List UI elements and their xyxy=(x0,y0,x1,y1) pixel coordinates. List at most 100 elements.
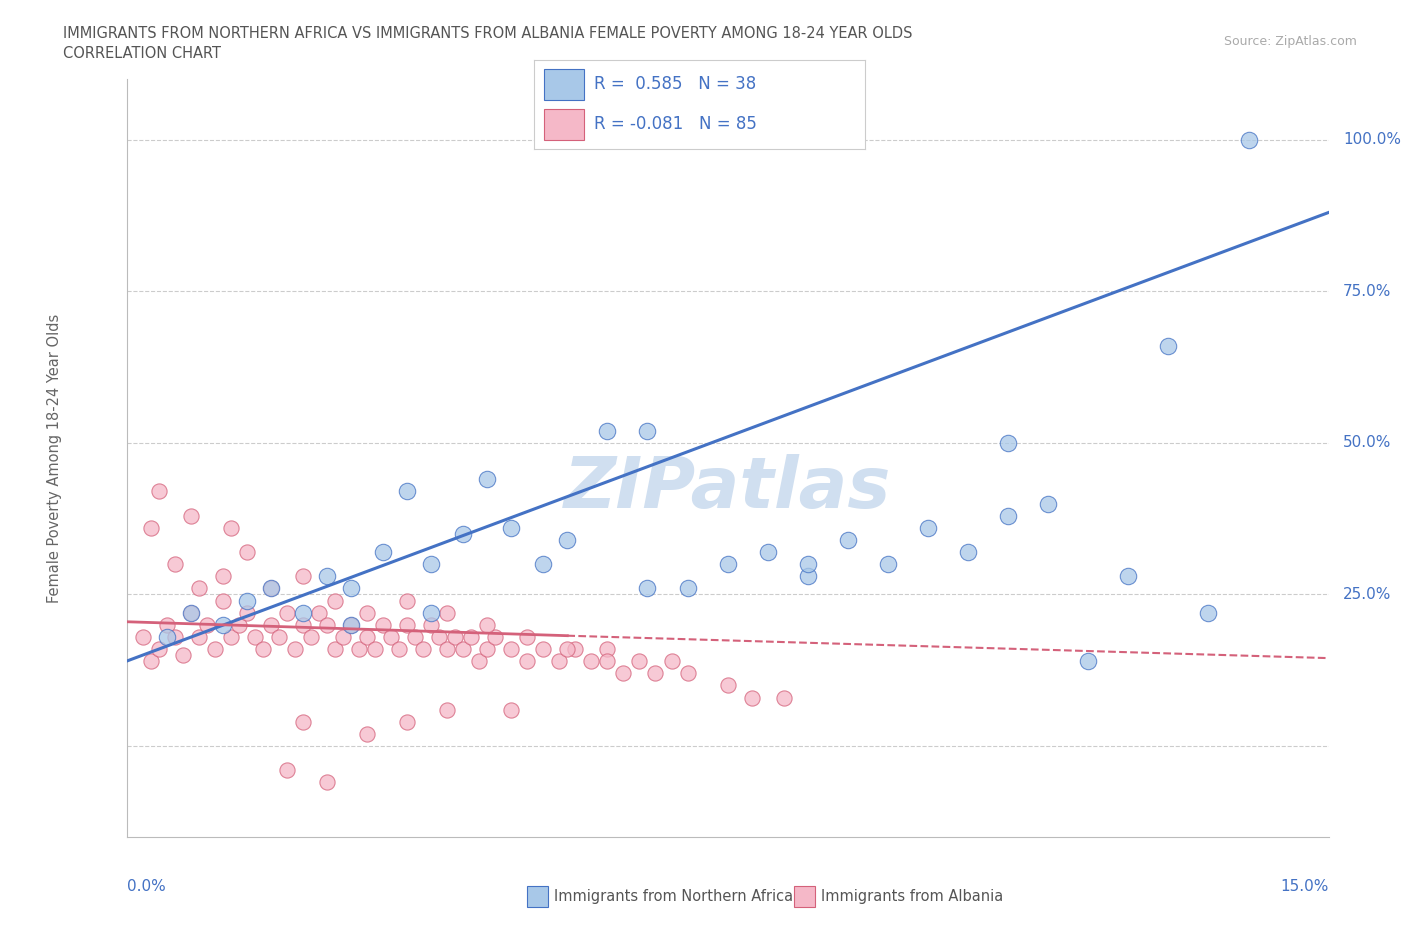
Point xyxy=(420,618,443,632)
Point xyxy=(163,630,186,644)
Text: IMMIGRANTS FROM NORTHERN AFRICA VS IMMIGRANTS FROM ALBANIA FEMALE POVERTY AMONG : IMMIGRANTS FROM NORTHERN AFRICA VS IMMIG… xyxy=(63,26,912,41)
Point xyxy=(211,593,233,608)
Text: 25.0%: 25.0% xyxy=(1343,587,1392,602)
Text: 75.0%: 75.0% xyxy=(1343,284,1392,299)
Bar xyxy=(544,70,583,100)
Point xyxy=(1157,339,1180,353)
Text: Source: ZipAtlas.com: Source: ZipAtlas.com xyxy=(1223,35,1357,48)
Point xyxy=(501,520,523,535)
Point xyxy=(299,630,322,644)
Point xyxy=(187,630,209,644)
Point xyxy=(548,654,571,669)
Point xyxy=(612,666,634,681)
Point xyxy=(516,630,538,644)
Point xyxy=(308,605,330,620)
Point xyxy=(332,630,354,644)
Bar xyxy=(544,109,583,140)
Point xyxy=(404,630,426,644)
Text: R = -0.081   N = 85: R = -0.081 N = 85 xyxy=(593,115,756,133)
Point xyxy=(917,520,939,535)
Point xyxy=(956,545,979,560)
Point xyxy=(451,526,474,541)
Point xyxy=(340,618,363,632)
Text: 50.0%: 50.0% xyxy=(1343,435,1392,450)
Point xyxy=(315,569,337,584)
Point xyxy=(243,630,266,644)
Point xyxy=(741,690,763,705)
Point xyxy=(676,666,699,681)
Point xyxy=(796,569,818,584)
Text: Female Poverty Among 18-24 Year Olds: Female Poverty Among 18-24 Year Olds xyxy=(46,313,62,603)
Point xyxy=(276,605,298,620)
Point xyxy=(1077,654,1099,669)
Point xyxy=(1237,132,1260,147)
Point xyxy=(211,618,233,632)
Point xyxy=(661,654,683,669)
Point xyxy=(444,630,467,644)
Point xyxy=(155,630,177,644)
Point xyxy=(475,472,498,486)
Point xyxy=(323,642,346,657)
Point xyxy=(364,642,387,657)
Point xyxy=(396,714,419,729)
Point xyxy=(163,557,186,572)
Point xyxy=(260,618,283,632)
Point xyxy=(195,618,218,632)
Point xyxy=(148,642,170,657)
Point xyxy=(131,630,153,644)
Point xyxy=(460,630,482,644)
Point xyxy=(260,581,283,596)
Point xyxy=(581,654,603,669)
Point xyxy=(596,642,619,657)
Text: 15.0%: 15.0% xyxy=(1281,879,1329,894)
Point xyxy=(347,642,370,657)
Point xyxy=(180,605,202,620)
Point xyxy=(531,557,554,572)
Point xyxy=(219,630,242,644)
Point xyxy=(436,642,458,657)
Point xyxy=(636,581,658,596)
Point xyxy=(235,605,259,620)
Point xyxy=(340,618,363,632)
Point xyxy=(628,654,651,669)
Point xyxy=(596,423,619,438)
Point xyxy=(172,647,194,662)
Point xyxy=(323,593,346,608)
Point xyxy=(420,557,443,572)
Point xyxy=(436,605,458,620)
Point xyxy=(180,508,202,523)
Point xyxy=(291,714,314,729)
Point xyxy=(252,642,274,657)
Point xyxy=(676,581,699,596)
Point xyxy=(596,654,619,669)
Point xyxy=(772,690,794,705)
Point xyxy=(211,569,233,584)
Text: Immigrants from Albania: Immigrants from Albania xyxy=(821,889,1004,904)
Point xyxy=(235,545,259,560)
Point xyxy=(756,545,779,560)
Point xyxy=(468,654,491,669)
Point xyxy=(155,618,177,632)
Point xyxy=(997,435,1019,450)
Point xyxy=(276,763,298,777)
Point xyxy=(716,557,740,572)
Point xyxy=(315,775,337,790)
Point xyxy=(371,545,394,560)
Point xyxy=(291,605,314,620)
Point xyxy=(235,593,259,608)
Point xyxy=(644,666,666,681)
Point xyxy=(315,618,337,632)
Point xyxy=(1198,605,1220,620)
Point xyxy=(436,702,458,717)
Point xyxy=(396,484,419,498)
Point xyxy=(427,630,450,644)
Point xyxy=(388,642,411,657)
Point xyxy=(475,618,498,632)
Point xyxy=(204,642,226,657)
Point xyxy=(1038,496,1060,511)
Point xyxy=(557,533,579,548)
Point xyxy=(180,605,202,620)
Text: R =  0.585   N = 38: R = 0.585 N = 38 xyxy=(593,75,756,93)
Point xyxy=(475,642,498,657)
Point xyxy=(148,484,170,498)
